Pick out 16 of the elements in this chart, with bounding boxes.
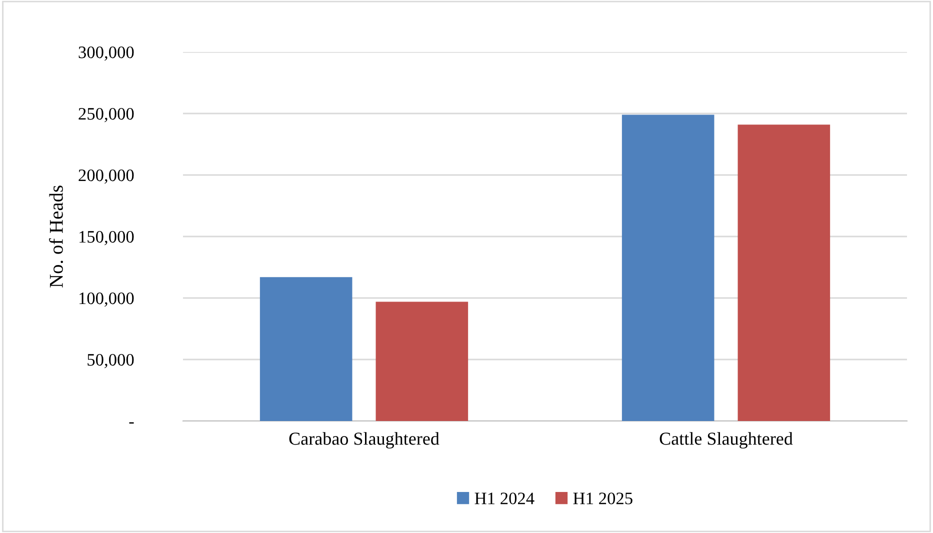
y-tick-label: 200,000 [78, 169, 134, 184]
bar [622, 114, 714, 421]
bar [376, 302, 468, 421]
bar [260, 277, 352, 421]
x-tick-label: Carabao Slaughtered [289, 432, 440, 449]
legend-label: H1 2024 [474, 492, 534, 504]
y-tick-label: 300,000 [78, 46, 134, 61]
y-axis-title: No. of Heads [49, 186, 63, 288]
y-tick-label: 100,000 [79, 292, 134, 307]
legend-label: H1 2025 [573, 492, 632, 504]
bar [738, 124, 830, 421]
y-tick-label: 50,000 [88, 354, 134, 368]
y-tick-label: 250,000 [78, 108, 134, 122]
y-tick-label: - [129, 422, 134, 424]
y-tick-label: 150,000 [79, 230, 134, 246]
x-tick-label: Cattle Slaughtered [660, 432, 793, 449]
